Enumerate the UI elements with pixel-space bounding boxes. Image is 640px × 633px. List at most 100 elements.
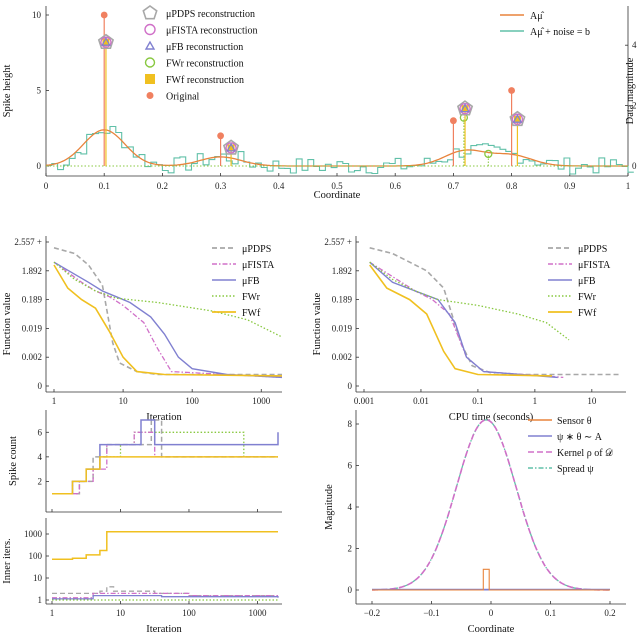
x-tick-label: 1000 [252, 396, 271, 406]
x-axis-label: Coordinate [314, 190, 361, 201]
legend-label: μFISTA reconstruction [166, 26, 258, 37]
original-spike-marker [450, 117, 457, 125]
y-tick-label: 5 [37, 86, 42, 96]
legend-label: ψ ∗ θ ∼ A [557, 432, 603, 443]
x-tick-label: 0.001 [354, 396, 374, 406]
x-tick-label: 1 [52, 396, 57, 406]
y-tick-label: 2 [38, 476, 43, 486]
y-tick-label: 4 [348, 502, 353, 512]
fwr-convergence-line [53, 261, 283, 338]
y-tick-label: 10 [32, 10, 42, 20]
y-axis-right-label: Data magnitude [625, 57, 636, 124]
y-tick-label: 0.002 [332, 352, 352, 362]
legend-label: FWr reconstruction [166, 59, 244, 70]
fb-inner-iter-line [52, 594, 279, 600]
y-axis-label: Spike count [8, 436, 19, 486]
y-tick-label: 1 [38, 595, 43, 605]
y-axis-label: Spike height [2, 65, 13, 118]
y-tick-label: 0.189 [22, 295, 43, 305]
legend-label: Sensor θ [557, 416, 592, 427]
y-tick-label: 0 [38, 381, 43, 391]
y-tick-label: 1000 [24, 529, 43, 539]
spread-psi-line [372, 419, 610, 591]
legend-label: FWf [242, 308, 261, 319]
x-tick-label: 0.9 [564, 181, 576, 191]
original-spike-marker [100, 11, 108, 19]
fwr-spike-count-line [52, 431, 278, 495]
x-axis-label: Iteration [146, 412, 182, 423]
fwf-spike-marker [461, 105, 469, 113]
x-tick-label: 10 [119, 396, 129, 406]
legend-fwr-symbol [144, 57, 156, 68]
x-tick-label: 0.01 [413, 396, 429, 406]
y-tick-right-label: 2 [632, 101, 637, 111]
x-tick-label: 1000 [248, 608, 267, 618]
x-tick-label: 1 [626, 181, 631, 191]
x-tick-label: 1 [50, 608, 55, 618]
x-tick-label: 0.2 [157, 181, 168, 191]
y-tick-label: 2.557 + [324, 237, 352, 247]
fb-spike-marker [460, 103, 470, 113]
y-tick-right-label: 0 [632, 161, 637, 171]
x-tick-label: 0.1 [99, 181, 110, 191]
legend-label: μFB [578, 276, 596, 287]
x-tick-label: 0.5 [331, 181, 343, 191]
y-tick-label: 1.892 [22, 266, 42, 276]
y-tick-label: 0.019 [332, 323, 353, 333]
y-tick-right-label: 4 [632, 40, 637, 50]
legend-label: Original [166, 92, 200, 103]
original-spike-marker [508, 87, 515, 94]
y-axis-label: Function value [2, 292, 13, 355]
kernel-rho-line [372, 419, 610, 591]
legend-label: μPDPS [578, 244, 607, 255]
x-tick-label: 10 [116, 608, 126, 618]
y-tick-label: 4 [38, 452, 43, 462]
pdps-spike-marker [97, 33, 115, 50]
fb-convergence-line [53, 261, 283, 379]
legend-label: μFISTA [242, 260, 275, 271]
x-axis-label: Coordinate [468, 624, 515, 633]
y-tick-label: 0 [37, 161, 42, 171]
legend-label: Aμ̂ + noise = b [530, 27, 590, 38]
noisy-data-line [46, 125, 634, 175]
x-tick-label: −0.1 [423, 608, 439, 618]
y-tick-label: 0.189 [332, 295, 353, 305]
x-axis-label: Iteration [146, 624, 182, 633]
original-spike-marker [217, 132, 225, 140]
legend-label: μFISTA [578, 260, 611, 271]
y-tick-label: 6 [348, 461, 353, 471]
legend-label: Kernel ρ of 𝒟 [557, 448, 613, 459]
legend-label: FWr [578, 292, 597, 303]
y-tick-label: 10 [33, 573, 43, 583]
y-tick-label: 0 [348, 585, 353, 595]
x-tick-label: 0.6 [390, 181, 402, 191]
fb-convergence-line [369, 261, 558, 379]
y-tick-label: 100 [29, 551, 43, 561]
fista-inner-iter-line [52, 592, 278, 599]
fwf-spike-marker [227, 144, 235, 152]
legend-original-symbol [146, 92, 154, 99]
x-tick-label: 100 [185, 396, 199, 406]
y-axis-label: Inner iters. [2, 538, 13, 583]
y-axis-label: Function value [312, 292, 323, 355]
legend-label: Spread ψ [557, 464, 594, 475]
x-tick-label: 1 [533, 396, 538, 406]
y-tick-label: 0.019 [22, 323, 43, 333]
pdps-spike-marker [509, 110, 526, 127]
x-tick-label: 0.3 [215, 181, 227, 191]
x-tick-label: 0.2 [604, 608, 615, 618]
fista-convergence-line [369, 261, 564, 379]
fwr-spike-marker [484, 149, 493, 159]
x-tick-label: 0.4 [273, 181, 285, 191]
legend-pdps-symbol [142, 5, 158, 20]
pdps-spike-marker [222, 139, 240, 155]
x-axis-label: CPU time (seconds) [449, 412, 534, 423]
legend-label: μFB reconstruction [166, 42, 243, 53]
fwf-spike-marker [102, 38, 110, 46]
pdps-inner-iter-line [52, 586, 278, 597]
y-tick-label: 2.557 + [14, 237, 42, 247]
fista-spike-count-line [52, 431, 278, 495]
fwf-inner-iter-line [52, 531, 278, 561]
legend-fb-symbol [144, 40, 156, 50]
